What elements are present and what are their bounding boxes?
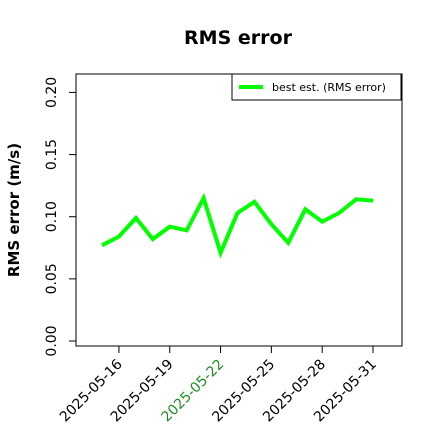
y-tick-label: 0.05 (44, 263, 60, 294)
y-tick-label: 0.00 (44, 325, 60, 356)
legend: best est. (RMS error) (231, 73, 402, 101)
y-tick-label: 0.20 (44, 77, 60, 108)
y-axis-ticks: 0.00 0.05 0.10 0.15 0.20 (44, 77, 76, 357)
y-tick-label: 0.10 (44, 201, 60, 232)
series-line (101, 192, 374, 259)
y-tick-label: 0.15 (44, 139, 60, 170)
x-axis-ticks: 2025-05-162025-05-192025-05-222025-05-25… (57, 346, 380, 425)
legend-label: best est. (RMS error) (272, 81, 386, 94)
series-layer (101, 192, 374, 259)
chart-title: RMS error (184, 27, 293, 49)
y-axis-label: RMS error (m/s) (5, 143, 23, 277)
